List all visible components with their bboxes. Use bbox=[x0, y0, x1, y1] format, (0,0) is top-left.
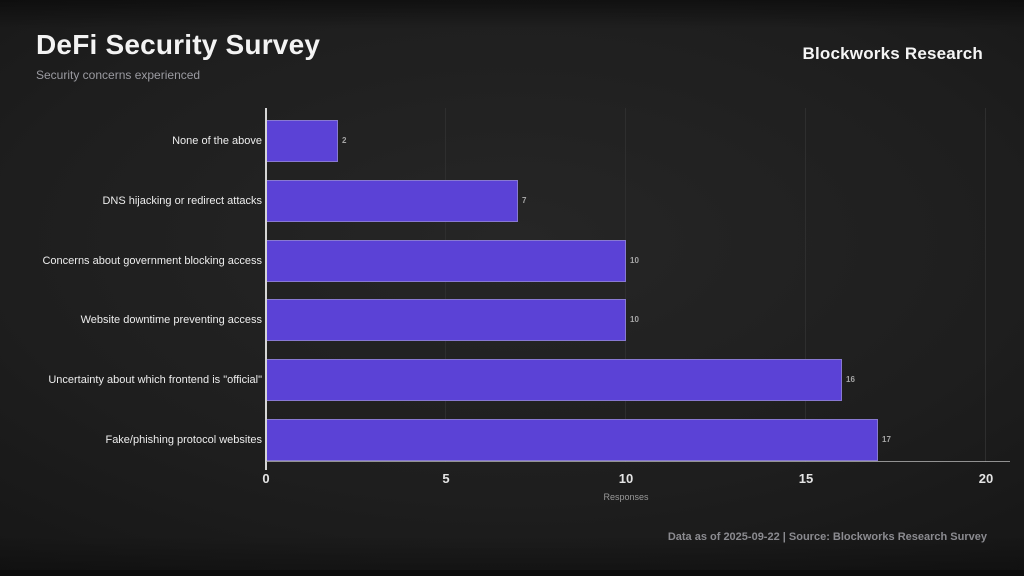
category-labels: None of the above DNS hijacking or redire… bbox=[0, 108, 262, 462]
bar-value-label: 2 bbox=[342, 136, 347, 145]
gridline-x20 bbox=[985, 108, 986, 462]
bar bbox=[266, 419, 878, 461]
x-tick-label: 15 bbox=[798, 471, 814, 486]
chart-title: DeFi Security Survey bbox=[36, 29, 321, 60]
gridline-x15 bbox=[805, 108, 806, 462]
x-tick-label: 5 bbox=[442, 471, 450, 486]
category-label: Concerns about government blocking acces… bbox=[42, 254, 262, 267]
y-axis-line bbox=[265, 108, 267, 470]
bottom-vignette bbox=[0, 570, 1024, 576]
bar bbox=[266, 120, 338, 162]
gridline-x10 bbox=[625, 108, 626, 462]
bar-value-label: 17 bbox=[882, 435, 891, 444]
brand-logo: Blockworks Research bbox=[802, 44, 983, 63]
bar bbox=[266, 239, 626, 282]
x-axis-line bbox=[266, 461, 1010, 462]
source-note: Data as of 2025-09-22 | Source: Blockwor… bbox=[667, 531, 987, 543]
category-label: Website downtime preventing access bbox=[80, 314, 262, 327]
x-tick-labels: 0 5 10 15 20 bbox=[262, 471, 993, 487]
bar-value-label: 7 bbox=[522, 195, 527, 205]
category-label: Fake/phishing protocol websites bbox=[105, 434, 262, 446]
chart-subtitle: Security concerns experienced bbox=[36, 68, 201, 82]
x-tick-label: 0 bbox=[262, 471, 270, 486]
category-label: DNS hijacking or redirect attacks bbox=[102, 194, 262, 207]
gridline-x5 bbox=[445, 108, 446, 462]
bar-value-label: 10 bbox=[630, 315, 639, 325]
plot-area: 2 7 10 10 16 17 bbox=[266, 108, 986, 462]
bar bbox=[266, 179, 518, 222]
category-label: None of the above bbox=[172, 135, 262, 147]
bar bbox=[266, 359, 842, 402]
bar-value-label: 16 bbox=[846, 375, 855, 385]
x-tick-label: 10 bbox=[618, 471, 634, 486]
category-label: Uncertainty about which frontend is "off… bbox=[48, 374, 262, 387]
x-axis-title: Responses bbox=[603, 492, 649, 502]
x-tick-label: 20 bbox=[978, 471, 994, 486]
bar bbox=[266, 299, 626, 342]
bar-value-label: 10 bbox=[630, 255, 639, 265]
